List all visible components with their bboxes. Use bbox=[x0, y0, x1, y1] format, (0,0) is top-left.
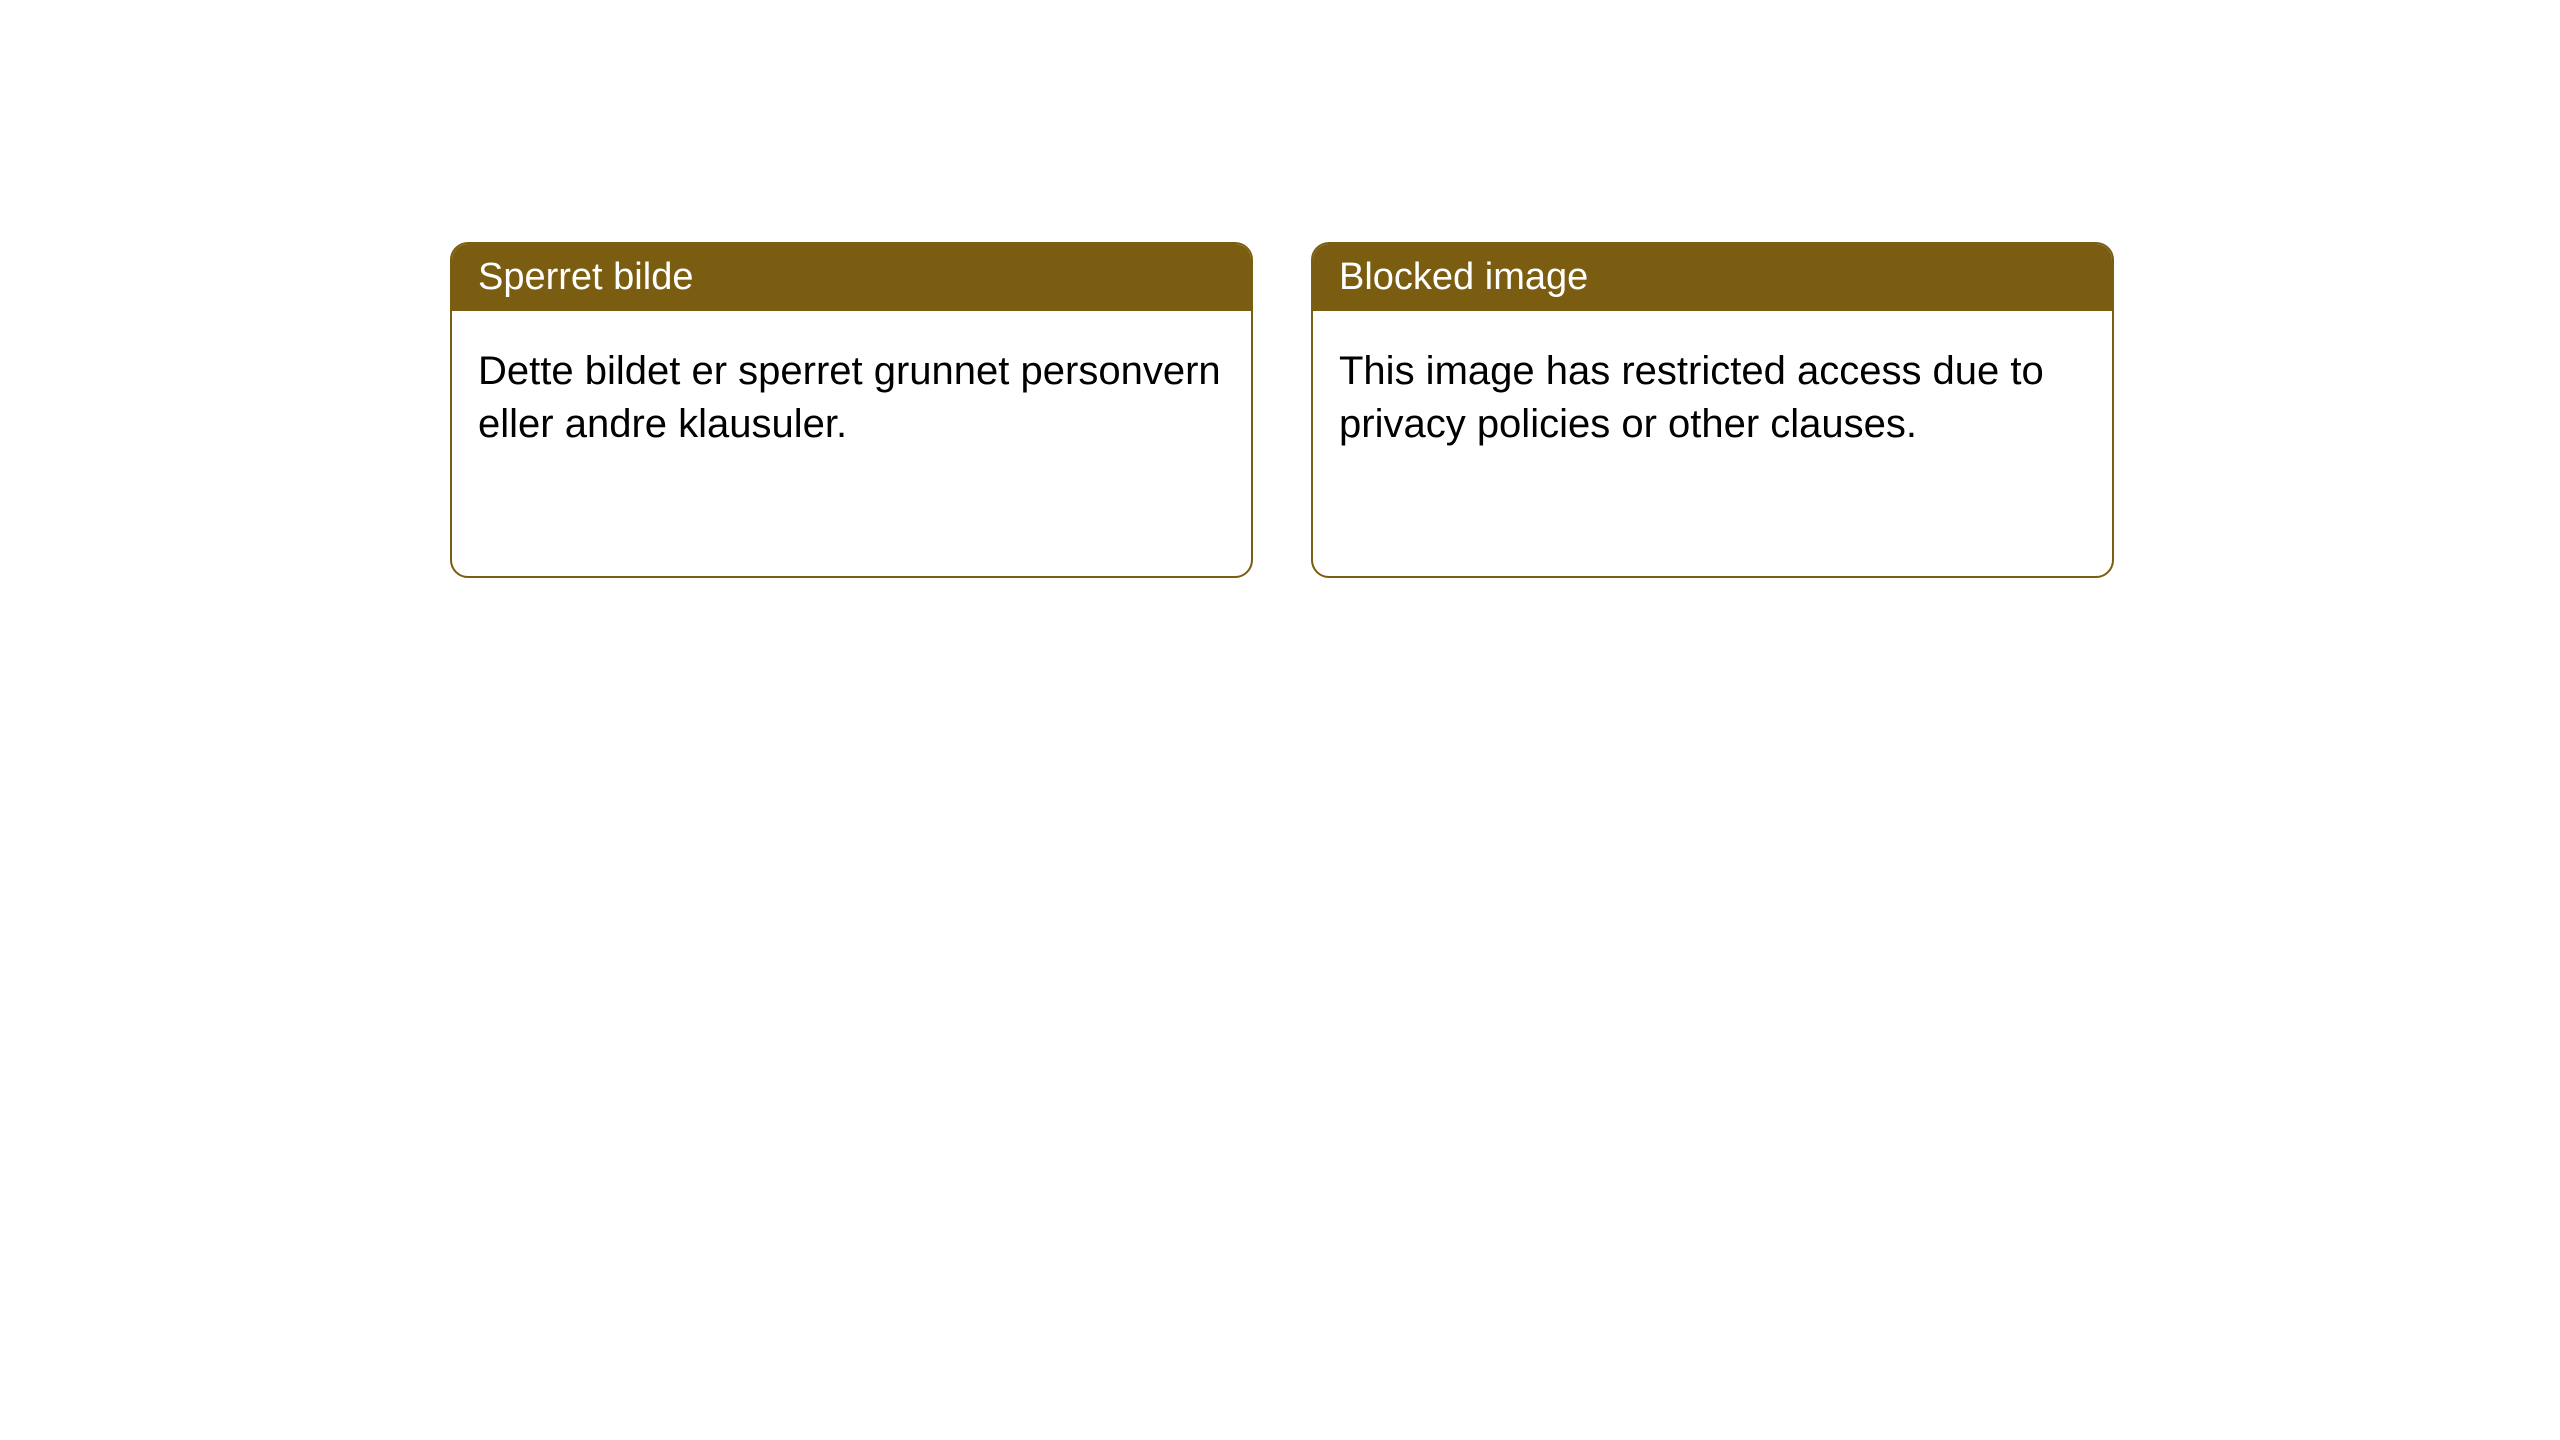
blocked-image-card-no: Sperret bilde Dette bildet er sperret gr… bbox=[450, 242, 1253, 578]
card-title: Sperret bilde bbox=[452, 244, 1251, 311]
card-title: Blocked image bbox=[1313, 244, 2112, 311]
card-body: This image has restricted access due to … bbox=[1313, 311, 2112, 485]
cards-container: Sperret bilde Dette bildet er sperret gr… bbox=[450, 242, 2114, 578]
blocked-image-card-en: Blocked image This image has restricted … bbox=[1311, 242, 2114, 578]
card-body: Dette bildet er sperret grunnet personve… bbox=[452, 311, 1251, 485]
